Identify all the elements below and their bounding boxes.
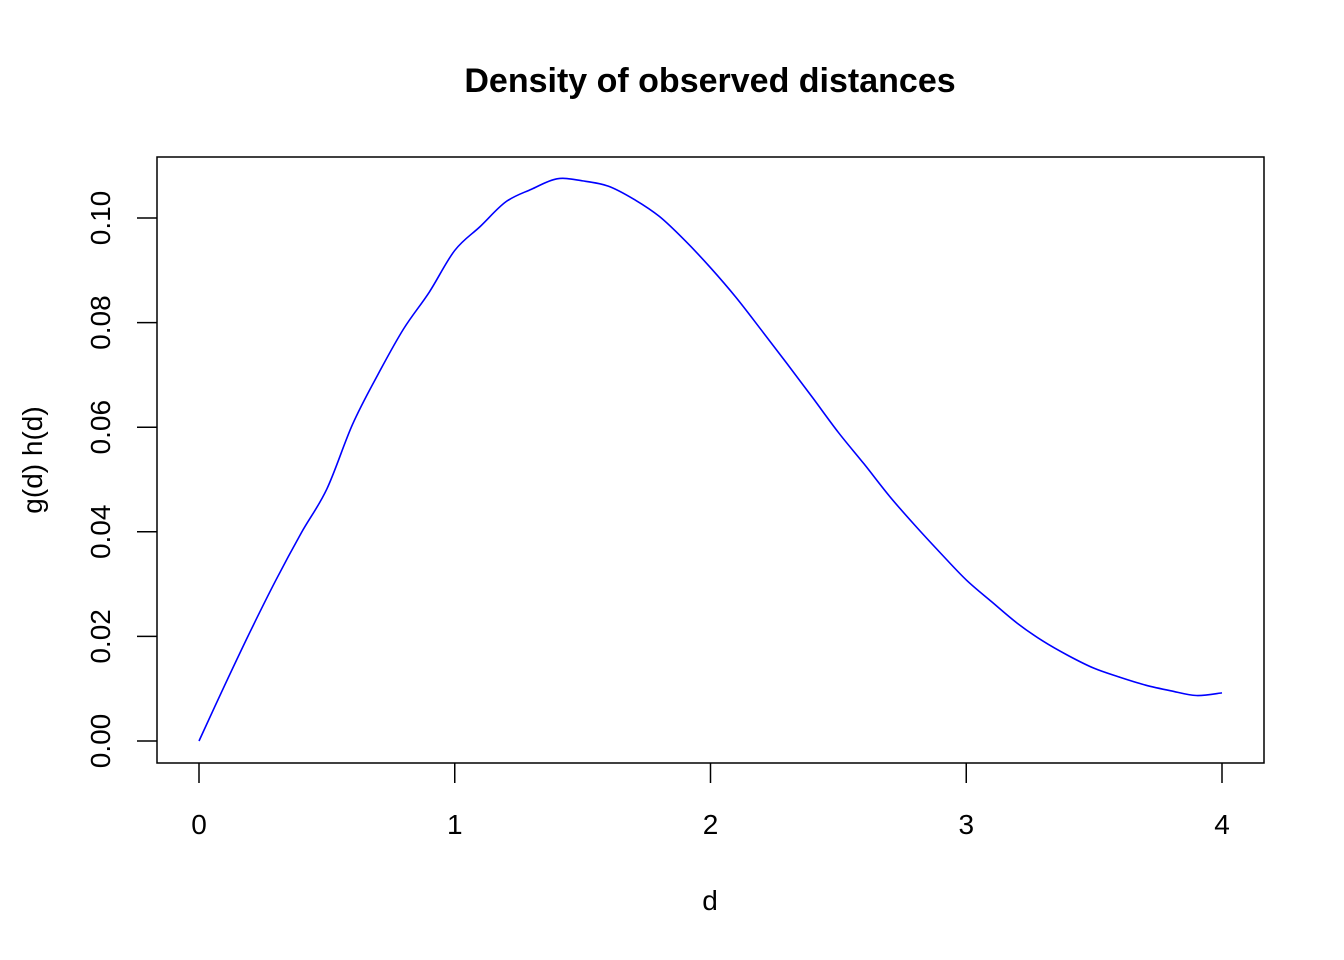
y-axis: 0.00 0.02 0.04 0.06 0.08 0.10 — [85, 191, 157, 769]
x-tick-label: 0 — [191, 809, 207, 840]
y-tick-label: 0.06 — [85, 400, 116, 455]
x-tick-label: 3 — [958, 809, 974, 840]
y-axis-label: g(d) h(d) — [17, 406, 48, 513]
plot-frame — [156, 156, 1265, 764]
chart-title: Density of observed distances — [464, 62, 955, 100]
y-tick-label: 0.04 — [85, 505, 116, 560]
x-tick-label: 1 — [447, 809, 463, 840]
y-tick-label: 0.08 — [85, 295, 116, 350]
x-axis-label: d — [702, 885, 718, 916]
x-tick-label: 2 — [703, 809, 719, 840]
series-line — [198, 177, 1223, 742]
y-tick-label: 0.10 — [85, 191, 116, 246]
y-tick-label: 0.02 — [85, 609, 116, 664]
x-tick-label: 4 — [1214, 809, 1230, 840]
x-axis: 0 1 2 3 4 — [191, 763, 1230, 840]
y-tick-label: 0.00 — [85, 714, 116, 769]
